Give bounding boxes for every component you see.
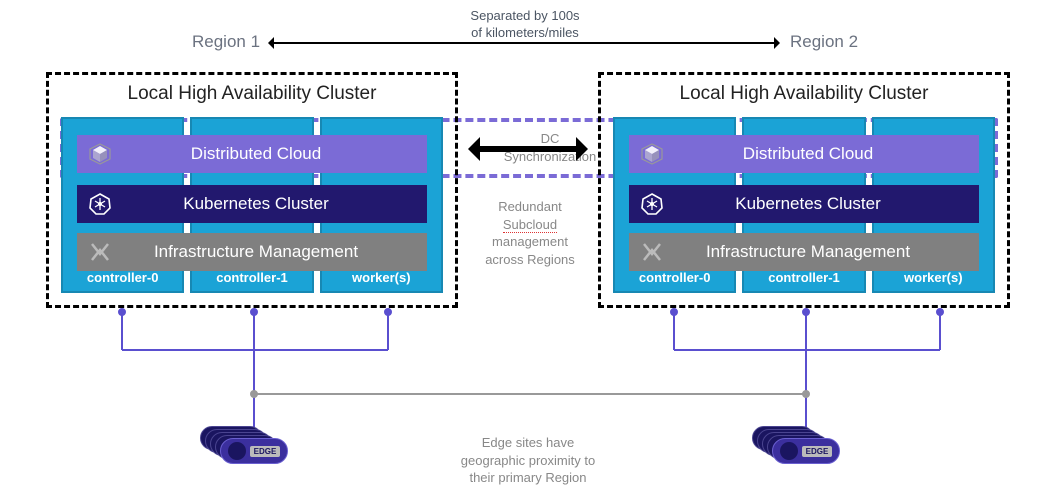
edge-stack-region2: EDGE (752, 426, 834, 464)
edge-stack-region1: EDGE (200, 426, 282, 464)
network-lines (0, 0, 1041, 502)
